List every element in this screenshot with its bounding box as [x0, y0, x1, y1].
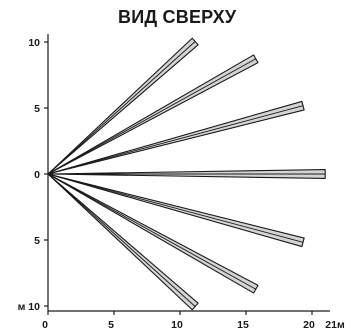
y-tick-label: 0: [34, 169, 40, 181]
x-tick-label: 15: [237, 319, 249, 331]
beam-outline: [47, 173, 259, 294]
y-tick-label: м 10: [18, 301, 41, 313]
beam-centerline: [47, 41, 196, 175]
beam-centerline: [47, 173, 257, 290]
x-tick-label: 20: [303, 319, 315, 331]
beam-5: [47, 173, 305, 248]
x-tick-label: 5: [108, 319, 114, 331]
y-tick-label: 10: [28, 37, 40, 49]
y-tick-label: 5: [34, 103, 40, 115]
beam-centerline: [47, 105, 304, 175]
x-axis-end-label: 21м: [325, 319, 345, 331]
beam-centerline: [47, 173, 196, 307]
beam-7: [47, 173, 199, 311]
diagram-title: ВИД СВЕРХУ: [118, 7, 237, 27]
beam-6: [47, 173, 259, 294]
beam-group: [47, 37, 326, 311]
beam-1: [47, 37, 199, 175]
beam-4: [47, 169, 326, 179]
beam-centerline: [47, 173, 304, 243]
beam-centerline: [47, 58, 257, 175]
axes-group: [44, 34, 330, 315]
x-tick-label: 0: [42, 319, 48, 331]
x-tick-label: 10: [171, 319, 183, 331]
beam-3: [47, 100, 305, 175]
beam-2: [47, 54, 259, 175]
beam-outline: [47, 54, 259, 175]
y-tick-label: 5: [34, 235, 40, 247]
